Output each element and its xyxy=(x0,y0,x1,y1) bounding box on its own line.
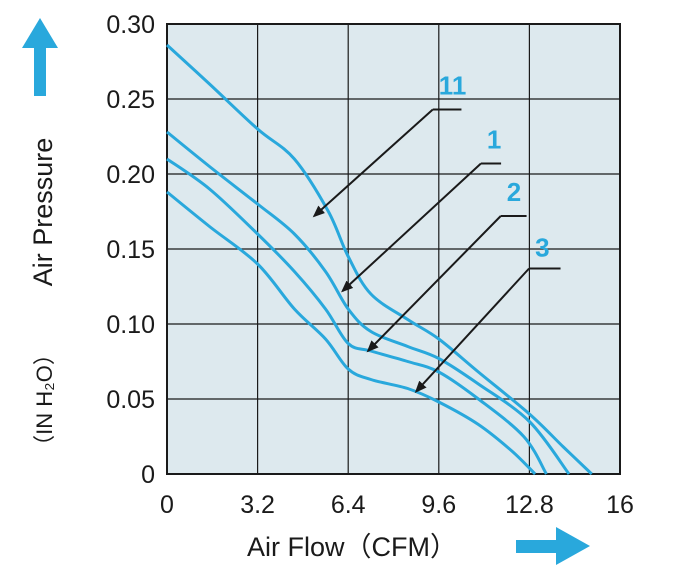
x-tick-label: 16 xyxy=(606,491,634,519)
callout-arrow-3 xyxy=(414,267,530,393)
series-line-1 xyxy=(166,130,571,475)
y-tick-label: 0.20 xyxy=(106,161,155,189)
y-tick-label: 0.05 xyxy=(106,386,155,414)
series-layer xyxy=(165,43,593,476)
grid xyxy=(166,23,621,475)
up-arrow-icon xyxy=(22,18,58,96)
y-tick-label: 0.30 xyxy=(106,11,155,39)
x-tick-label: 6.4 xyxy=(331,491,366,519)
tick-labels: 0 3.2 6.4 9.6 12.8 16 0 0.05 0.10 0.15 0.20 0.25 0.3… xyxy=(106,11,634,519)
callout-arrow-2 xyxy=(366,215,502,353)
y-tick-label: 0 xyxy=(141,461,155,489)
series-label-2: 2 xyxy=(507,177,521,207)
y-axis-unit: （IN H₂O） xyxy=(32,343,57,457)
y-axis-title: Air Pressure xyxy=(28,138,58,287)
series-line-2 xyxy=(166,157,548,475)
x-tick-label: 9.6 xyxy=(421,491,456,519)
callout-arrow-1 xyxy=(341,162,482,293)
plot-frame xyxy=(166,23,621,475)
y-tick-label: 0.10 xyxy=(106,311,155,339)
series-label-11: 11 xyxy=(439,71,467,101)
x-tick-label: 12.8 xyxy=(505,491,554,519)
series-line-11 xyxy=(165,43,593,476)
right-arrow-icon xyxy=(516,527,590,565)
x-tick-label: 3.2 xyxy=(240,491,275,519)
series-label-1: 1 xyxy=(487,125,501,155)
series-label-3: 3 xyxy=(535,233,549,263)
callout-arrow-11 xyxy=(312,108,434,218)
x-axis-title: Air Flow（CFM） xyxy=(247,532,457,562)
x-tick-label: 0 xyxy=(160,491,174,519)
y-tick-label: 0.25 xyxy=(106,86,155,114)
y-tick-label: 0.15 xyxy=(106,236,155,264)
series-line-3 xyxy=(166,190,537,476)
